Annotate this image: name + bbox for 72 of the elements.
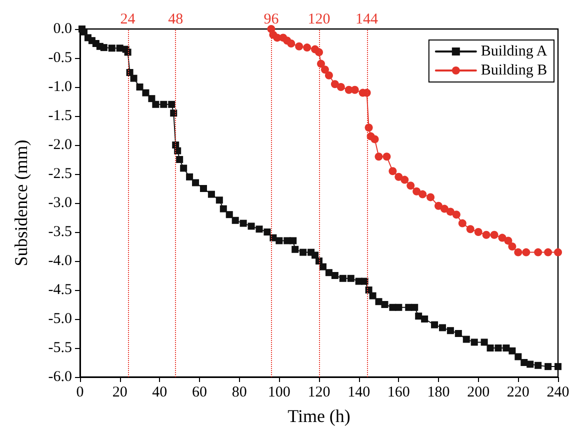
point [514, 248, 522, 256]
point [466, 225, 474, 234]
y-tick-label: -4.5 [48, 282, 72, 298]
y-tick-label: -2.5 [48, 166, 72, 182]
x-axis-title: Time (h) [288, 406, 350, 426]
point [374, 152, 383, 161]
legend-label: Building A [480, 44, 548, 60]
ref-line-label: 24 [120, 12, 136, 28]
point [544, 248, 552, 256]
point [458, 219, 466, 228]
legend-label: Building B [480, 62, 548, 78]
point [336, 83, 345, 91]
x-tick-label: 240 [546, 384, 570, 400]
y-tick-label: -5.5 [48, 340, 72, 356]
y-tick-label: -6.0 [48, 369, 72, 385]
point [315, 48, 323, 56]
x-tick-label: 180 [427, 384, 450, 400]
y-axis-title: Subsidence (mm) [11, 140, 31, 266]
point [412, 187, 421, 196]
x-tick-label: 160 [387, 384, 410, 400]
x-tick-label: 140 [348, 384, 370, 400]
point [504, 236, 512, 245]
y-tick-label: -2.0 [48, 137, 72, 153]
point [482, 230, 490, 239]
point [324, 71, 333, 80]
y-tick-label: -5.0 [48, 311, 72, 327]
x-tick-label: 220 [506, 384, 530, 400]
x-tick-label: 80 [232, 384, 247, 400]
point [474, 228, 482, 236]
point [440, 204, 448, 213]
y-tick-label: -4.0 [48, 253, 72, 269]
y-tick-label: -0.5 [48, 50, 72, 66]
point [364, 124, 373, 132]
ref-line-label: 120 [308, 12, 330, 28]
point [400, 176, 409, 184]
point [426, 193, 435, 202]
point [508, 242, 516, 250]
point [382, 152, 391, 161]
point [303, 44, 312, 52]
point [406, 182, 415, 190]
ref-line-label: 144 [356, 12, 379, 28]
point [287, 40, 296, 48]
point [350, 86, 359, 94]
point [498, 234, 506, 242]
ref-line-label: 96 [264, 12, 280, 28]
x-tick-label: 0 [76, 384, 84, 400]
point [320, 66, 329, 74]
x-tick-label: 60 [192, 384, 207, 400]
y-tick-label: -3.0 [48, 195, 72, 211]
x-tick-label: 120 [308, 384, 330, 400]
point [434, 202, 442, 210]
y-tick-label: -1.5 [48, 108, 72, 124]
y-tick-label: 0.0 [53, 21, 72, 37]
ref-line-label: 48 [168, 12, 184, 28]
point [295, 42, 304, 50]
x-tick-label: 200 [467, 384, 490, 400]
point [446, 208, 454, 216]
point [522, 248, 530, 256]
point [490, 230, 498, 239]
x-tick-label: 100 [268, 384, 290, 400]
point [418, 190, 427, 198]
y-tick-label: -1.0 [48, 79, 72, 95]
point [534, 248, 542, 256]
point [452, 210, 460, 219]
y-tick-label: -3.5 [48, 224, 72, 240]
point [330, 80, 339, 88]
x-tick-label: 20 [112, 384, 128, 400]
x-tick-label: 40 [152, 384, 168, 400]
point [394, 172, 403, 181]
point [388, 167, 397, 176]
point [370, 135, 379, 144]
point [554, 248, 562, 256]
